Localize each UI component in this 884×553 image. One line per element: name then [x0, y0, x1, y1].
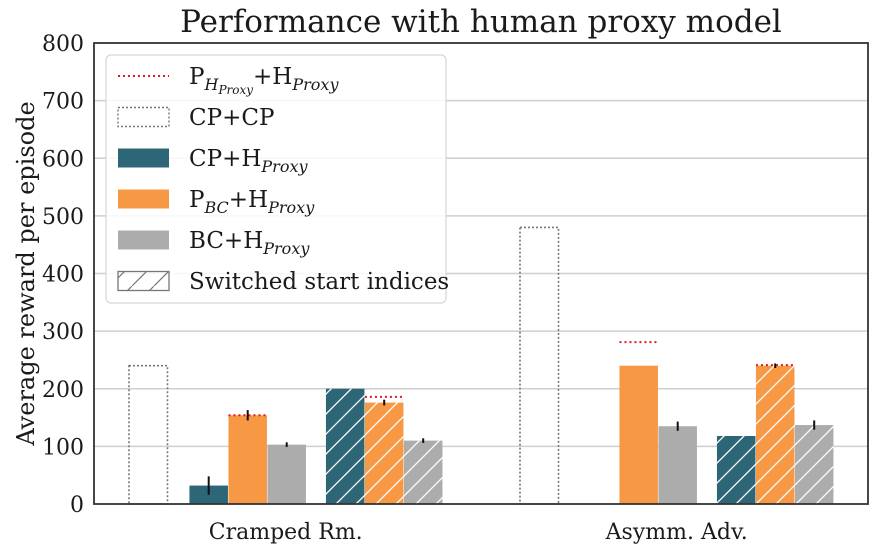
- bar: [228, 415, 267, 504]
- legend-box: [105, 54, 447, 304]
- legend-label-cp_hproxy: CP+HProxy: [189, 146, 308, 176]
- plot-frame: [93, 42, 869, 505]
- legend-swatch-cp-cp: [117, 106, 170, 128]
- chart-title: Performance with human proxy model: [180, 4, 782, 40]
- legend-subsubscript: Proxy: [217, 83, 253, 97]
- legend-subscript: Proxy: [291, 75, 339, 94]
- legend-text: Switched start indices: [189, 269, 449, 295]
- legend-subscript: Proxy: [260, 157, 308, 176]
- reference-lines: [228, 341, 795, 417]
- legend-swatch-pbc_hproxy: [118, 189, 169, 209]
- bars: [128, 226, 834, 505]
- legend-label-p_hproxy: PHProxy+HProxy: [189, 64, 339, 97]
- y-tick-label: 400: [42, 263, 84, 288]
- x-tick-label: Asymm. Adv.: [605, 520, 748, 545]
- bar: [619, 365, 658, 504]
- legend-text: +H: [229, 187, 268, 213]
- legend-text: CP+H: [189, 146, 261, 172]
- legend-subscript: H: [203, 75, 219, 94]
- bar-cp-cp: [519, 226, 560, 505]
- x-tick-label: Cramped Rm.: [209, 520, 363, 545]
- bar-hatch: [716, 436, 756, 504]
- x-axis-ticks: Cramped Rm. Asymm. Adv.: [209, 520, 748, 545]
- legend-text: P: [189, 187, 204, 213]
- y-tick-label: 300: [42, 320, 84, 345]
- y-tick-label: 800: [42, 32, 84, 57]
- y-tick-label: 600: [42, 147, 84, 172]
- legend-subscript: Proxy: [262, 239, 310, 258]
- bar-hatch: [325, 388, 365, 504]
- y-tick-label: 100: [42, 435, 84, 460]
- bar: [267, 444, 306, 504]
- error-bars: [207, 363, 816, 495]
- legend-label-cp_cp: CP+CP: [189, 105, 274, 131]
- legend-subscript: BC: [203, 198, 228, 217]
- legend-swatch-switched: [117, 270, 170, 292]
- y-tick-label: 700: [42, 90, 84, 115]
- legend: PHProxy+HProxyCP+CPCP+HProxyPBC+HProxyBC…: [105, 54, 449, 304]
- bar-cp-cp: [128, 364, 169, 505]
- y-axis-ticks: 0 100 200 300 400 500 600 700 800: [42, 32, 84, 518]
- legend-subscript: Proxy: [267, 198, 315, 217]
- y-axis-label: Average reward per episode: [12, 101, 40, 446]
- bar-hatch: [403, 440, 443, 504]
- legend-text: BC+H: [189, 228, 263, 254]
- bar-hatch: [755, 365, 795, 504]
- bar-hatch: [364, 402, 404, 504]
- legend-text: +H: [253, 64, 292, 90]
- y-tick-label: 200: [42, 378, 84, 403]
- y-tick-label: 0: [70, 493, 84, 518]
- bar: [658, 426, 697, 504]
- legend-text: CP+CP: [189, 105, 274, 131]
- bar-hatch: [794, 425, 834, 504]
- legend-label-switched: Switched start indices: [189, 269, 449, 295]
- legend-swatch-bc_hproxy: [118, 230, 169, 250]
- legend-text: P: [189, 64, 204, 90]
- legend-label-bc_hproxy: BC+HProxy: [189, 228, 310, 258]
- legend-label-pbc_hproxy: PBC+HProxy: [189, 187, 315, 217]
- legend-swatch-cp_hproxy: [118, 148, 169, 168]
- y-tick-label: 500: [42, 205, 84, 230]
